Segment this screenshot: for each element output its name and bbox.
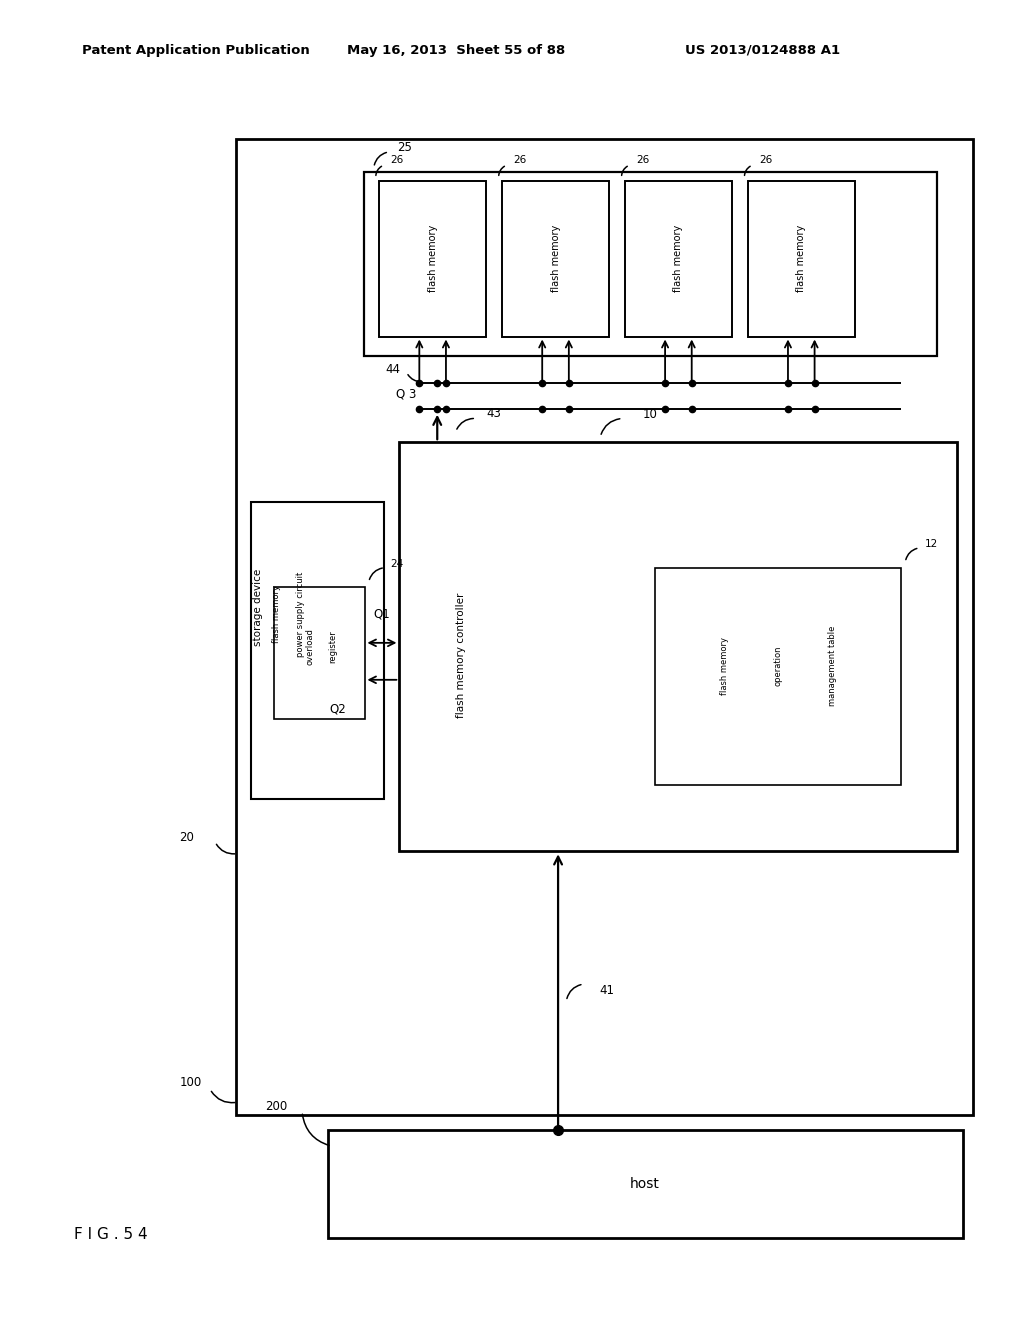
Text: Q2: Q2 <box>330 702 346 715</box>
Text: 41: 41 <box>599 985 614 997</box>
FancyBboxPatch shape <box>502 181 609 337</box>
FancyBboxPatch shape <box>399 442 957 851</box>
Text: operation: operation <box>774 645 782 686</box>
Text: flash memory: flash memory <box>720 636 729 694</box>
Text: power supply circuit: power supply circuit <box>296 572 304 657</box>
FancyBboxPatch shape <box>379 181 486 337</box>
FancyBboxPatch shape <box>748 181 855 337</box>
Text: flash memory: flash memory <box>797 226 806 292</box>
Text: flash memory: flash memory <box>674 226 683 292</box>
Text: 200: 200 <box>265 1100 288 1113</box>
Text: Q1: Q1 <box>374 607 390 620</box>
Text: May 16, 2013  Sheet 55 of 88: May 16, 2013 Sheet 55 of 88 <box>346 44 565 57</box>
Text: 26: 26 <box>760 154 772 165</box>
Text: 10: 10 <box>643 408 658 421</box>
Text: host: host <box>630 1177 660 1191</box>
Text: 44: 44 <box>386 363 400 376</box>
Text: register: register <box>329 631 338 663</box>
Text: US 2013/0124888 A1: US 2013/0124888 A1 <box>685 44 840 57</box>
Text: storage device: storage device <box>253 569 263 645</box>
Text: flash memory: flash memory <box>272 586 281 643</box>
FancyBboxPatch shape <box>364 172 937 356</box>
FancyBboxPatch shape <box>328 1130 963 1238</box>
Text: 26: 26 <box>391 154 403 165</box>
Text: 12: 12 <box>926 539 938 549</box>
FancyBboxPatch shape <box>236 139 973 1115</box>
FancyBboxPatch shape <box>625 181 732 337</box>
Text: 25: 25 <box>397 141 412 154</box>
Text: management table: management table <box>827 626 837 706</box>
Text: Patent Application Publication: Patent Application Publication <box>82 44 309 57</box>
Text: flash memory: flash memory <box>551 226 560 292</box>
Text: overload: overload <box>306 628 315 665</box>
Text: 24: 24 <box>391 558 403 569</box>
FancyBboxPatch shape <box>251 502 384 799</box>
Text: 20: 20 <box>179 830 195 843</box>
Text: 100: 100 <box>179 1076 202 1089</box>
Text: 43: 43 <box>486 407 501 420</box>
Text: Q 3: Q 3 <box>396 388 417 400</box>
Text: F I G . 5 4: F I G . 5 4 <box>74 1226 147 1242</box>
FancyBboxPatch shape <box>655 568 901 785</box>
Text: flash memory controller: flash memory controller <box>456 593 466 718</box>
Text: 26: 26 <box>637 154 649 165</box>
Text: flash memory: flash memory <box>428 226 437 292</box>
FancyBboxPatch shape <box>274 587 365 719</box>
Text: 26: 26 <box>514 154 526 165</box>
